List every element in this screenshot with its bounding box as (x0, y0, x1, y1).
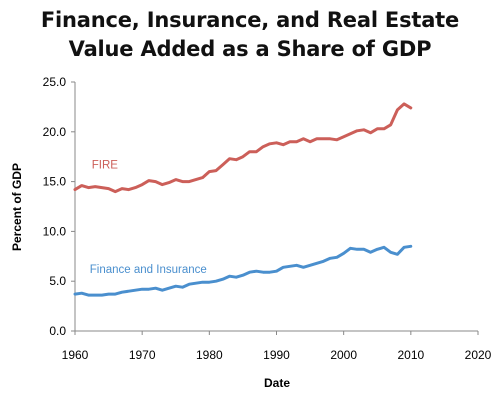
x-tick-label: 2020 (465, 348, 492, 362)
series-line-0 (75, 104, 411, 192)
y-tick-label: 15.0 (43, 175, 67, 189)
x-tick-label: 1980 (196, 348, 223, 362)
y-axis-label: Percent of GDP (10, 163, 24, 251)
y-tick-label: 10.0 (43, 224, 67, 238)
y-tick-label: 25.0 (43, 75, 67, 89)
series-lines: FIRE Finance and Insurance (75, 104, 411, 295)
x-axis-label: Date (264, 376, 290, 390)
chart-axes: 0.0 5.0 10.0 15.0 20.0 25.0 1960 1970 1980 1990 20… (43, 75, 492, 362)
x-tick-label: 1960 (62, 348, 89, 362)
x-tick-label: 2010 (397, 348, 424, 362)
y-tick-label: 0.0 (49, 324, 66, 338)
y-tick-label: 5.0 (49, 274, 66, 288)
x-tick-label: 2000 (330, 348, 357, 362)
x-tick-label: 1990 (263, 348, 290, 362)
x-tick-label: 1970 (129, 348, 156, 362)
y-tick-label: 20.0 (43, 125, 67, 139)
fire-series-label: FIRE (92, 160, 119, 172)
finance-insurance-series-label: Finance and Insurance (90, 264, 207, 276)
